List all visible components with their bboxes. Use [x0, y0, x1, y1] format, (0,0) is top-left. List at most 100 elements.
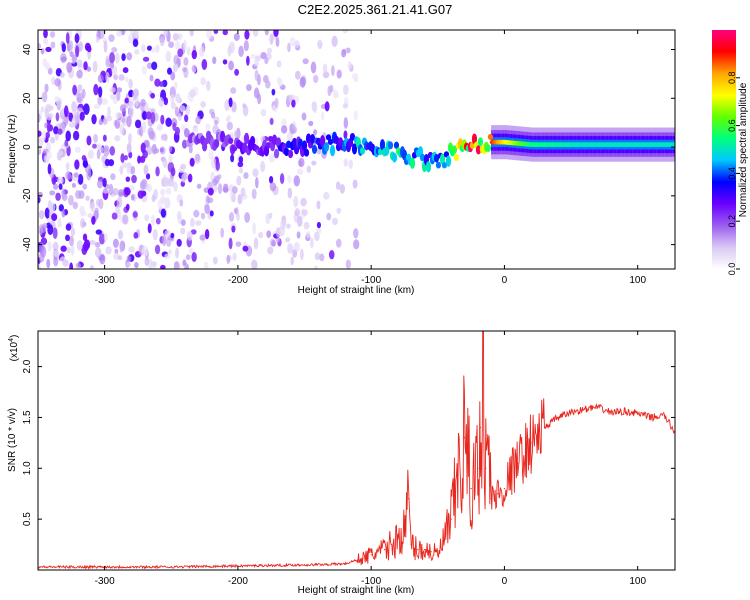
snr-xlabel: Height of straight line (km) — [298, 585, 415, 596]
noise-cell — [60, 71, 65, 78]
noise-cell — [342, 30, 348, 34]
noise-cell — [69, 235, 74, 247]
noise-cell — [121, 161, 128, 169]
spec-xtick-label: -300 — [95, 275, 115, 286]
signal-cell — [241, 142, 248, 154]
noise-cell — [352, 179, 358, 189]
snr-point — [470, 488, 472, 490]
noise-cell — [199, 46, 205, 58]
noise-cell — [121, 117, 126, 124]
snr-xtick-label: -200 — [228, 576, 248, 587]
snr-panel: -300 -200 -100 0 100 0.5 1.0 1.5 2.0 Height of s… — [7, 330, 676, 596]
noise-cell — [300, 248, 304, 261]
noise-cell — [76, 240, 83, 251]
noise-cell — [285, 237, 291, 243]
noise-cell — [191, 251, 197, 263]
noise-cell — [268, 153, 276, 163]
noise-cell — [145, 173, 151, 180]
noise-cell — [301, 209, 308, 216]
noise-cell — [49, 31, 56, 38]
noise-cell — [273, 30, 279, 38]
noise-cell — [332, 89, 338, 99]
noise-cell — [140, 44, 146, 53]
noise-cell — [92, 143, 97, 149]
noise-cell — [314, 231, 320, 242]
noise-cell — [181, 173, 186, 183]
noise-cell — [268, 176, 274, 184]
noise-cell — [116, 30, 123, 37]
noise-cell — [50, 41, 56, 49]
noise-cell — [213, 175, 220, 184]
noise-cell — [252, 30, 259, 37]
noise-cell — [189, 217, 195, 228]
noise-cell — [131, 174, 137, 184]
noise-cell — [327, 85, 332, 97]
noise-cell — [336, 69, 342, 79]
noise-cell — [264, 30, 269, 36]
noise-cell — [177, 33, 183, 40]
noise-cell — [41, 91, 48, 103]
noise-cell — [41, 130, 46, 142]
noise-cell — [170, 167, 176, 177]
noise-cell — [230, 154, 235, 163]
noise-cell — [45, 132, 51, 139]
noise-cell — [160, 208, 167, 218]
noise-cell — [147, 223, 152, 234]
noise-cell — [322, 63, 328, 74]
noise-cell — [222, 183, 229, 193]
noise-cell — [126, 162, 132, 169]
noise-cell — [287, 243, 294, 254]
noise-cell — [134, 119, 142, 129]
noise-cell — [118, 74, 125, 81]
signal-cell — [349, 132, 356, 141]
noise-cell — [133, 231, 139, 239]
noise-cell — [180, 227, 186, 235]
signal-cell — [417, 146, 424, 156]
noise-cell — [201, 58, 208, 71]
noise-cell — [243, 172, 249, 179]
noise-cell — [185, 254, 190, 261]
noise-cell — [207, 197, 214, 204]
noise-cell — [74, 33, 80, 44]
noise-cell — [148, 258, 153, 269]
noise-cell — [160, 114, 165, 125]
snr-ytick-label: 0.5 — [22, 512, 33, 526]
snr-series-line — [38, 331, 675, 570]
noise-cell — [96, 179, 103, 189]
noise-cell — [72, 105, 78, 117]
noise-cell — [205, 123, 211, 131]
noise-cell — [65, 170, 72, 181]
signal-cell — [475, 145, 482, 155]
figure-title: C2E2.2025.361.21.41.G07 — [298, 2, 453, 17]
noise-cell — [83, 240, 90, 252]
noise-cell — [109, 61, 115, 70]
noise-cell — [75, 262, 81, 269]
signal-cell — [451, 145, 458, 155]
noise-cell — [81, 154, 87, 161]
noise-cell — [64, 139, 69, 147]
noise-cell — [255, 176, 259, 189]
noise-cell — [306, 231, 311, 239]
noise-cell — [82, 233, 88, 242]
noise-cell — [119, 104, 127, 113]
noise-cell — [111, 212, 118, 220]
noise-cell — [145, 111, 152, 120]
noise-cell — [143, 164, 149, 176]
noise-cell — [341, 49, 347, 58]
noise-cell — [244, 212, 251, 223]
noise-cell — [193, 209, 200, 218]
noise-cell — [314, 265, 318, 269]
noise-cell — [227, 45, 232, 57]
noise-cell — [149, 74, 154, 82]
snr-point — [407, 498, 410, 500]
noise-cell — [214, 119, 219, 126]
noise-cell — [179, 199, 184, 207]
snr-plot — [38, 331, 675, 570]
noise-cell — [210, 111, 216, 119]
noise-cell — [158, 97, 165, 108]
noise-cell — [57, 150, 64, 157]
signal-cell — [439, 153, 446, 165]
noise-cell — [134, 261, 139, 269]
noise-cell — [60, 245, 67, 252]
